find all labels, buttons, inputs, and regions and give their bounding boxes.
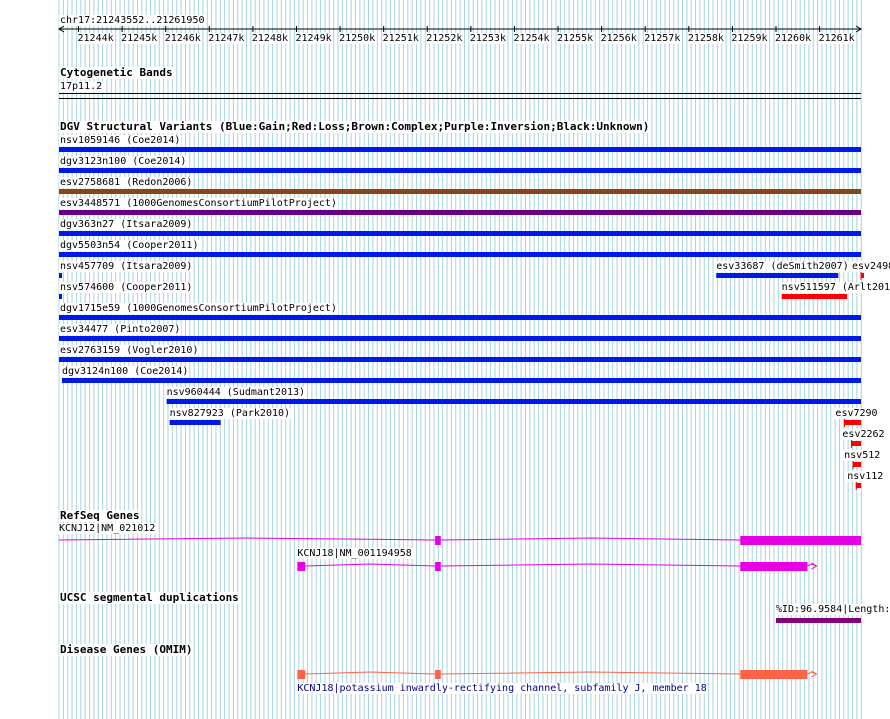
sv-bar[interactable] [59,294,62,299]
sv-bar[interactable] [59,210,861,215]
sv-label: esv2262 [841,429,886,440]
ruler-coordinate-label: chr17:21243552..21261950 [59,15,206,26]
sv-bar[interactable] [59,231,861,236]
gene-exon[interactable] [740,562,808,571]
gene-exon[interactable] [740,670,808,679]
gene-exon[interactable] [297,562,306,571]
sv-label: dgv3124n100 (Coe2014) [60,366,190,377]
sv-label: nsv511597 (Arlt2011) [780,282,890,293]
sv-bar[interactable] [59,189,861,194]
sv-bar[interactable] [59,315,861,320]
cytoband-rule-top [59,93,861,94]
gene-intron [440,563,741,567]
gene-exon[interactable] [435,562,441,571]
omim-gene-label: KCNJ18|potassium inwardly-rectifying cha… [296,683,708,694]
sv-bar[interactable] [853,462,861,467]
sv-bar[interactable] [59,147,861,152]
sv-label: nsv1059146 (Coe2014) [59,135,182,146]
sv-bar[interactable] [844,420,861,425]
sv-bar[interactable] [856,483,861,488]
cytoband-track-title: Cytogenetic Bands [59,66,174,79]
sv-label: dgv363n27 (Itsara2009) [59,219,194,230]
sv-bar[interactable] [716,273,839,278]
gene-exon[interactable] [435,670,441,679]
ruler-tick-label: 21255k [557,33,594,44]
ruler-tick-label: 21256k [600,33,637,44]
sv-label: esv7290 [834,408,879,419]
sv-bar[interactable] [61,378,861,383]
sv-bar[interactable] [781,294,848,299]
ruler-tick-label: 21247k [208,33,245,44]
ruler-tick-label: 21260k [774,33,812,44]
ruler-tick-label: 21248k [251,33,289,44]
ruler-tick-label: 21257k [644,33,681,44]
ruler-tick-label: 21254k [513,33,550,44]
sv-label: dgv5503n54 (Cooper2011) [59,240,200,251]
sv-bar[interactable] [169,420,221,425]
refseq-gene-label: KCNJ12|NM_021012 [58,523,157,534]
gene-intron [440,671,741,675]
ruler-tick-label: 21252k [426,33,463,44]
sv-label: nsv574600 (Cooper2011) [59,282,194,293]
ruler-tick-label: 21245k [121,33,158,44]
gene-intron [58,537,436,541]
dgv-track-title: DGV Structural Variants (Blue:Gain;Red:L… [59,120,651,133]
refseq-gene-label: KCNJ18|NM_001194958 [296,548,413,559]
sv-bar[interactable] [166,399,862,404]
ruler-tick-label: 21246k [164,33,201,44]
sv-label: esv33687 (deSmith2007) [715,261,850,272]
gene-exon[interactable] [435,536,441,545]
ruler-tick-label: 21250k [339,33,376,44]
ruler-tick-label: 21261k [818,33,855,44]
sv-label: nsv960444 (Sudmant2013) [165,387,307,398]
sv-label: nsv112 [846,471,885,482]
sv-label: nsv512 [843,450,882,461]
sv-label: esv2763159 (Vogler2010) [59,345,200,356]
segdup-bar[interactable] [775,618,861,623]
ruler-tick-label: 21258k [687,33,724,44]
ruler-tick-label: 21251k [382,33,419,44]
sv-label: nsv827923 (Park2010) [168,408,292,419]
ruler-tick-label: 21244k [77,33,114,44]
omim-track-title: Disease Genes (OMIM) [59,643,194,656]
sv-bar[interactable] [59,336,861,341]
sv-bar[interactable] [861,273,864,278]
ruler-arrow-right [855,25,862,33]
sv-label: esv34477 (Pinto2007) [59,324,182,335]
gene-strand-arrow [811,562,818,570]
ruler-tick-label: 21253k [469,33,506,44]
sv-label: esv2758681 (Redon2006) [59,177,194,188]
gene-intron [440,537,741,541]
refseq-track-title: RefSeq Genes [59,509,141,522]
gene-exon[interactable] [740,536,861,545]
ruler-arrow-left [58,25,65,33]
sv-label: dgv1715e59 (1000GenomesConsortiumPilotPr… [59,303,338,314]
sv-label: esv3448571 (1000GenomesConsortiumPilotPr… [59,198,338,209]
gene-intron [305,563,436,567]
sv-bar[interactable] [59,273,62,278]
sv-bar[interactable] [59,357,861,362]
sv-bar[interactable] [59,168,861,173]
cytoband-label: 17p11.2 [59,81,104,92]
sv-bar[interactable] [851,441,861,446]
ruler-tick-label: 21259k [731,33,768,44]
gene-strand-arrow [811,670,818,678]
segdup-track-title: UCSC segmental duplications [59,591,240,604]
sv-label: esv249880 [851,261,890,272]
sv-label: nsv457709 (Itsara2009) [59,261,194,272]
ruler-tick-label: 21249k [295,33,332,44]
segdup-label: %ID:96.9584|Length: [774,604,890,615]
cytoband-rule-bottom [59,98,861,99]
gene-exon[interactable] [297,670,306,679]
sv-label: dgv3123n100 (Coe2014) [59,156,188,167]
sv-bar[interactable] [59,252,861,257]
gene-intron [305,671,436,675]
